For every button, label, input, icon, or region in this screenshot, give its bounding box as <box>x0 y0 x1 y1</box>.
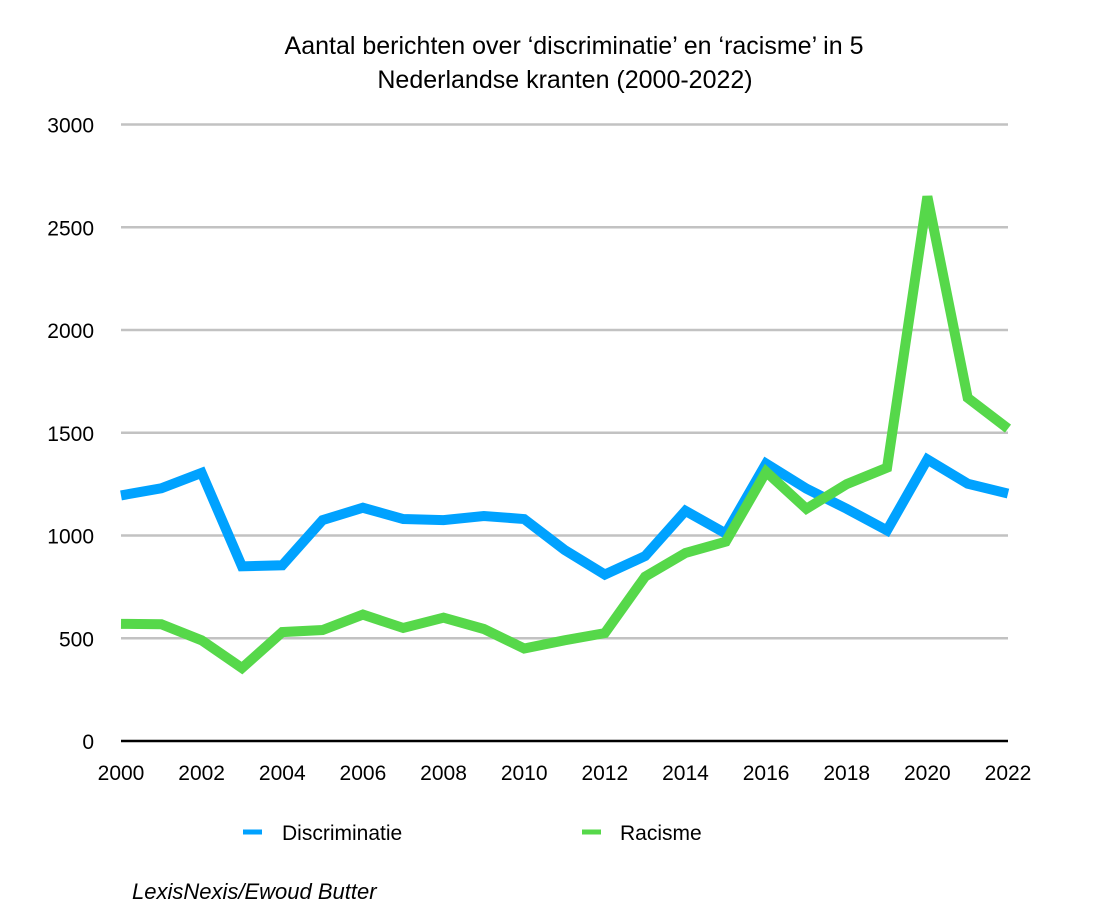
legend-label-racisme: Racisme <box>620 822 702 845</box>
source-credit: LexisNexis/Ewoud Butter <box>132 879 378 904</box>
x-tick-label: 2002 <box>178 762 225 785</box>
x-tick-label: 2000 <box>98 762 145 785</box>
y-tick-label: 3000 <box>47 115 94 138</box>
chart-title-line-2: Nederlandse kranten (2000-2022) <box>377 66 752 94</box>
y-tick-label: 1500 <box>47 423 94 446</box>
series-lines <box>120 195 1012 675</box>
x-tick-label: 2010 <box>501 762 548 785</box>
x-tick-label: 2004 <box>259 762 306 785</box>
legend-item-racisme[interactable]: Racisme <box>582 822 702 845</box>
legend-item-discriminatie[interactable]: Discriminatie <box>243 822 402 845</box>
x-tick-label: 2020 <box>904 762 951 785</box>
y-tick-label: 2000 <box>47 320 94 343</box>
x-axis-ticks: 2000 2002 2004 2006 2008 2010 2012 2014 2016 2018… <box>98 762 1032 785</box>
y-tick-label: 500 <box>59 628 94 651</box>
y-tick-label: 1000 <box>47 526 94 549</box>
x-tick-label: 2008 <box>420 762 467 785</box>
y-tick-label: 2500 <box>47 217 94 240</box>
x-tick-label: 2006 <box>340 762 387 785</box>
y-tick-label: 0 <box>82 731 94 754</box>
x-tick-label: 2016 <box>743 762 790 785</box>
y-axis-ticks: 0 500 1000 1500 2000 2500 3000 <box>47 115 94 755</box>
chart-title: Aantal berichten over ‘discriminatie’ en… <box>285 32 864 94</box>
legend: Discriminatie Racisme <box>243 822 702 845</box>
x-tick-label: 2014 <box>662 762 709 785</box>
x-tick-label: 2018 <box>823 762 870 785</box>
x-tick-label: 2012 <box>581 762 628 785</box>
gridlines <box>121 123 1008 640</box>
x-tick-label: 2022 <box>985 762 1032 785</box>
legend-label-discriminatie: Discriminatie <box>282 822 402 845</box>
chart-title-line-1: Aantal berichten over ‘discriminatie’ en… <box>285 32 864 60</box>
